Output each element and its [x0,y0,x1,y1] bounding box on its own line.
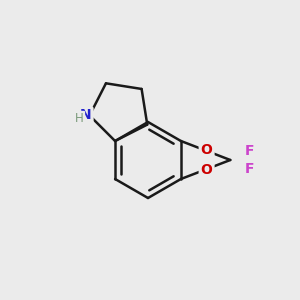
Text: N: N [80,109,92,122]
Text: F: F [244,144,254,158]
Text: O: O [201,142,212,157]
Text: O: O [201,164,212,178]
Text: H: H [75,112,84,125]
Text: F: F [244,162,254,176]
